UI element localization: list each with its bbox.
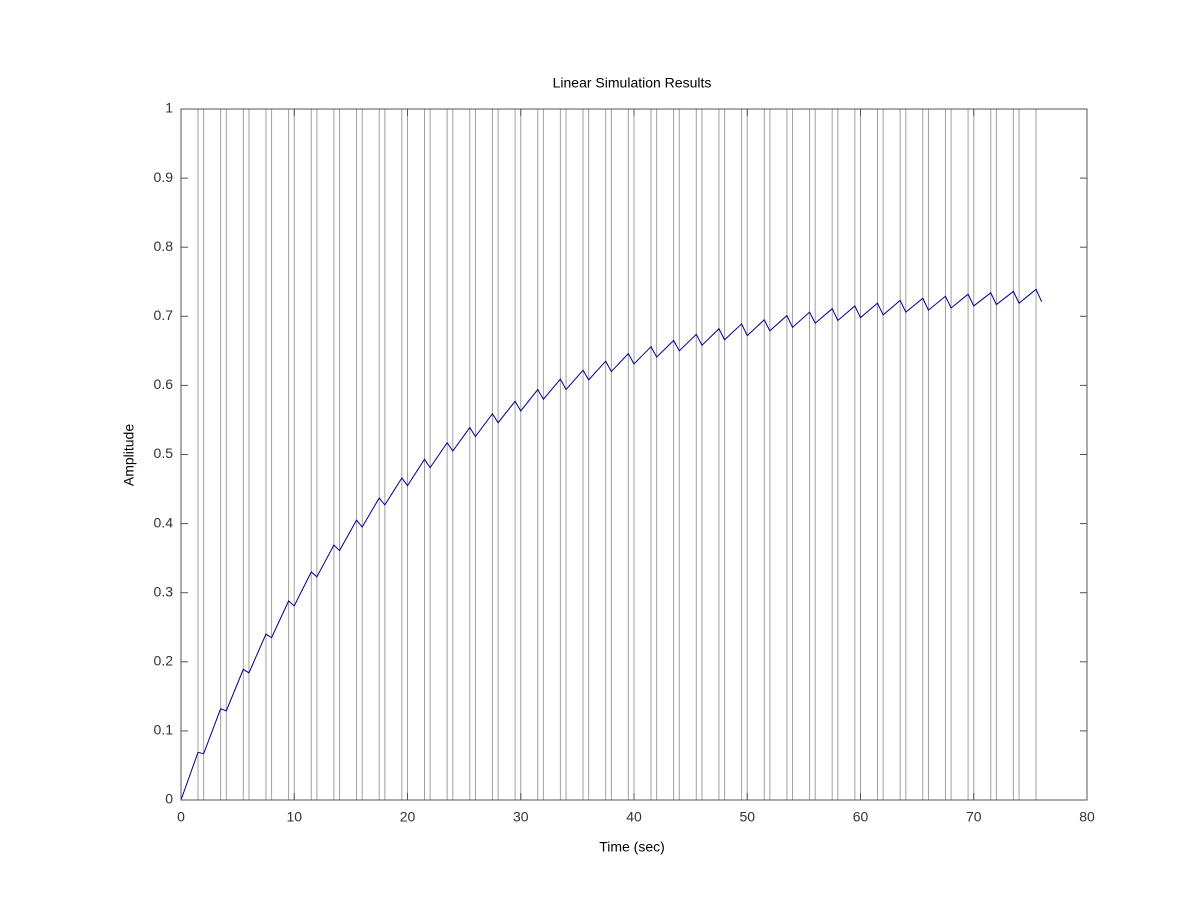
chart-title: Linear Simulation Results <box>553 75 712 91</box>
y-tick-label: 0.6 <box>154 376 174 392</box>
x-tick-label: 0 <box>177 809 185 825</box>
y-tick-label: 0 <box>165 791 173 807</box>
y-tick-label: 0.8 <box>154 238 174 254</box>
x-tick-label: 60 <box>853 809 869 825</box>
series-line <box>181 108 1042 801</box>
x-tick-label: 40 <box>626 809 642 825</box>
y-tick-label: 0.4 <box>154 514 174 530</box>
y-tick-label: 0.3 <box>154 583 174 599</box>
y-tick-label: 0.7 <box>154 307 174 323</box>
y-tick-label: 1 <box>165 100 173 116</box>
x-tick-label: 70 <box>966 809 982 825</box>
x-axis-label: Time (sec) <box>599 839 665 855</box>
y-tick-label: 0.5 <box>154 445 174 461</box>
x-tick-label: 20 <box>400 809 416 825</box>
y-tick-label: 0.9 <box>154 169 174 185</box>
series-line <box>180 288 1043 801</box>
y-tick-label: 0.1 <box>154 722 174 738</box>
x-tick-label: 50 <box>739 809 755 825</box>
y-axis-label: Amplitude <box>121 424 137 486</box>
y-tick-label: 0.2 <box>154 653 174 669</box>
series-layer <box>180 108 1043 801</box>
x-tick-label: 10 <box>286 809 302 825</box>
x-tick-label: 80 <box>1079 809 1095 825</box>
x-tick-label: 30 <box>513 809 529 825</box>
